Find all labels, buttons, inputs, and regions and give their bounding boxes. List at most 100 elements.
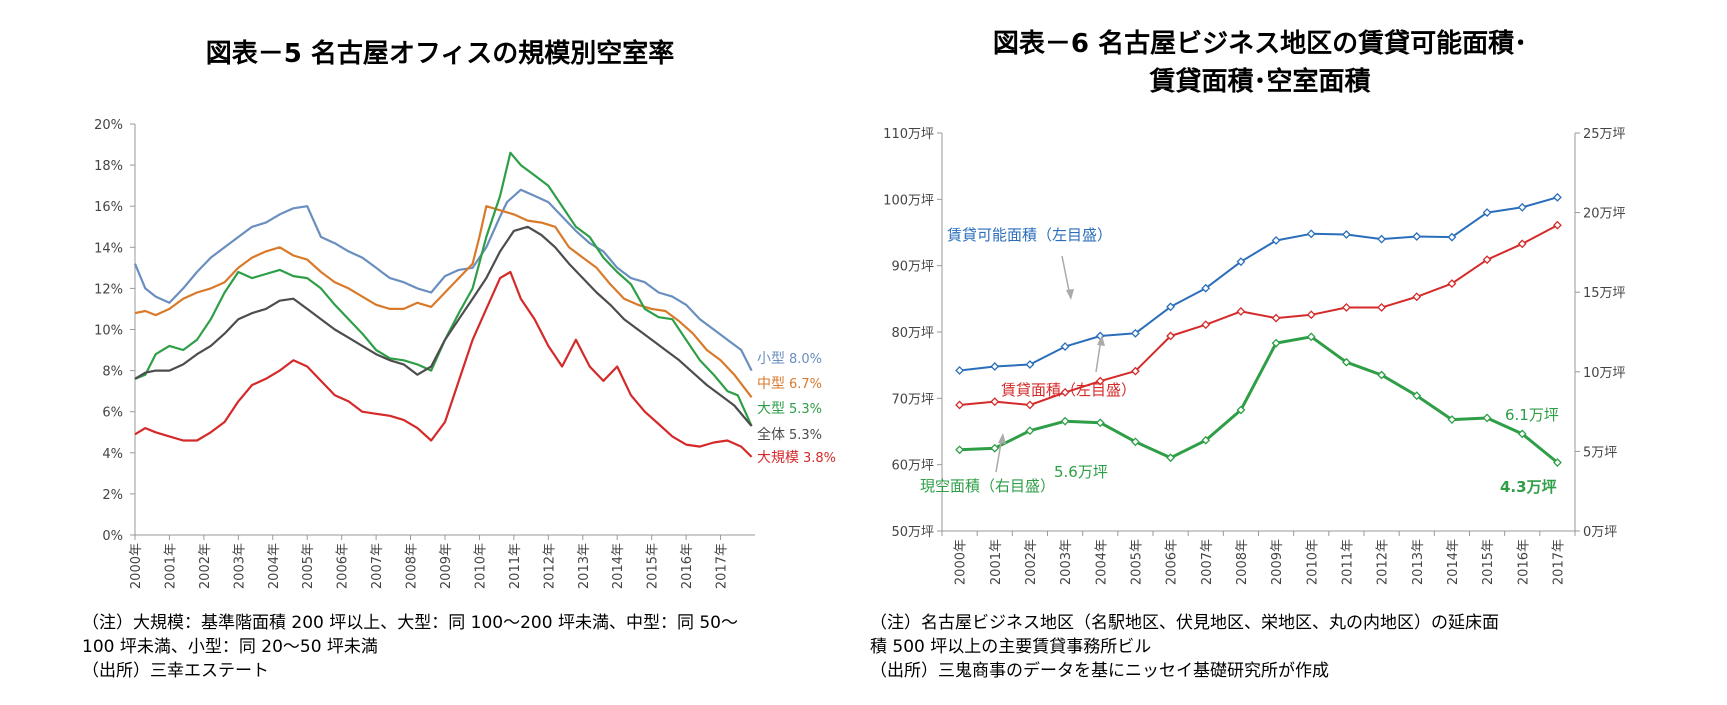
chart6-right-tick-label: 0万坪 bbox=[1583, 525, 1617, 540]
chart6-value-2006: 5.6万坪 bbox=[1054, 463, 1108, 481]
chart6-left-tick-label: 70万坪 bbox=[891, 392, 934, 407]
chart5-title: 図表－5 名古屋オフィスの規模別空室率 bbox=[205, 39, 675, 69]
chart5-series-label: 大型 bbox=[757, 401, 785, 417]
floor-area-chart: 50万坪 60万坪 70万坪 80万坪 90万坪 100万坪 110万坪 0万坪 5万坪 10万坪… bbox=[883, 127, 1626, 585]
chart6-labels: 賃貸可能面積（左目盛） 賃貸面積（左目盛） 現空面積（右目盛）5.6万坪 6.1万坪 4… bbox=[920, 226, 1559, 496]
chart6-data-point bbox=[1377, 370, 1387, 380]
chart6-data-point bbox=[1517, 202, 1527, 212]
chart6-right-tick-label: 15万坪 bbox=[1583, 286, 1626, 301]
chart6-x-tick-label: 2017年 bbox=[1551, 539, 1566, 585]
chart6-series bbox=[955, 192, 1562, 467]
chart6-x-tick-label: 2015年 bbox=[1481, 539, 1496, 585]
chart6-data-point bbox=[1412, 292, 1422, 302]
chart5-series-value: 6.7% bbox=[789, 377, 822, 392]
chart6-left-tick-label: 50万坪 bbox=[891, 525, 934, 540]
chart6-data-point bbox=[1201, 320, 1211, 330]
chart5-x-tick-label: 2003年 bbox=[232, 543, 247, 589]
chart6-data-point bbox=[1341, 230, 1351, 239]
chart5-x-tick-label: 2001年 bbox=[163, 543, 178, 589]
chart6-series-line bbox=[959, 224, 1558, 406]
chart5-series-line bbox=[134, 225, 753, 427]
chart6-data-point bbox=[1482, 413, 1492, 423]
chart5-y-tick-label: 20% bbox=[94, 118, 123, 133]
chart6-data-point bbox=[1060, 342, 1070, 352]
chart5-x-tick-label: 2017年 bbox=[715, 543, 730, 589]
chart6-available-label: 賃貸可能面積（左目盛） bbox=[947, 226, 1112, 244]
chart5-series-line bbox=[134, 151, 753, 427]
chart6-x-tick-label: 2010年 bbox=[1305, 539, 1320, 585]
chart6-data-point bbox=[1447, 415, 1457, 424]
chart5-x-tick-label: 2002年 bbox=[198, 543, 213, 589]
chart6-data-point bbox=[1095, 376, 1105, 386]
chart6-x-tick-label: 2008年 bbox=[1235, 539, 1250, 585]
chart5-y-tick-label: 2% bbox=[102, 488, 123, 503]
chart6-data-point bbox=[1025, 426, 1035, 436]
chart6-data-point bbox=[1552, 458, 1562, 467]
chart6-x-tick-label: 2016年 bbox=[1516, 539, 1531, 585]
chart6-data-point bbox=[1552, 192, 1562, 202]
chart6-data-point bbox=[1095, 418, 1105, 428]
chart6-data-point bbox=[955, 445, 965, 455]
chart6-x-tick-label: 2007年 bbox=[1200, 539, 1215, 585]
chart6-title-line1: 図表－6 名古屋ビジネス地区の賃貸可能面積･ bbox=[992, 29, 1528, 59]
chart5-series-value: 5.3% bbox=[789, 428, 822, 443]
chart5-x-tick-label: 2013年 bbox=[577, 543, 592, 589]
chart5-x-tick-label: 2007年 bbox=[370, 543, 385, 589]
chart6-series-line bbox=[959, 335, 1559, 464]
chart6-note-1: （注）名古屋ビジネス地区（名駅地区、伏見地区、栄地区、丸の内地区）の延床面 bbox=[870, 613, 1499, 633]
chart6-value-2017: 4.3万坪 bbox=[1500, 478, 1557, 496]
chart6-vacant-arrowhead bbox=[998, 433, 1006, 444]
chart6-data-point bbox=[1025, 360, 1035, 369]
chart5-series-label: 大規模 bbox=[757, 450, 799, 466]
chart6-data-point bbox=[1447, 279, 1457, 288]
chart6-available-pointer bbox=[1061, 255, 1071, 297]
chart6-right-tick-label: 20万坪 bbox=[1583, 207, 1626, 222]
chart5-x-tick-label: 2016年 bbox=[680, 543, 695, 589]
chart6-data-point bbox=[1236, 405, 1246, 415]
chart6-data-point bbox=[1341, 357, 1351, 367]
chart6-data-point bbox=[1060, 387, 1070, 397]
chart6-x-tick-label: 2004年 bbox=[1094, 539, 1109, 585]
chart6-left-tick-label: 110万坪 bbox=[883, 127, 934, 142]
chart6-data-point bbox=[1025, 400, 1035, 410]
chart6-data-point bbox=[990, 362, 1000, 371]
chart6-data-point bbox=[1201, 283, 1211, 293]
chart6-data-point bbox=[1377, 234, 1387, 244]
chart6-data-point bbox=[1306, 332, 1316, 342]
chart5-series-line bbox=[134, 205, 753, 398]
chart6-vacant-label: 現空面積（右目盛） bbox=[920, 477, 1055, 495]
chart6-data-point bbox=[1166, 453, 1176, 463]
chart5-y-tick-label: 8% bbox=[102, 365, 123, 380]
chart6-left-tick-label: 100万坪 bbox=[883, 193, 934, 208]
chart5-series-line bbox=[133, 188, 753, 372]
chart6-leased-arrowhead bbox=[1097, 335, 1105, 346]
chart6-data-point bbox=[1060, 416, 1070, 426]
chart6-x-tick-label: 2003年 bbox=[1059, 539, 1074, 585]
chart5-y-tick-label: 10% bbox=[94, 324, 123, 339]
chart5-x-tick-label: 2010年 bbox=[473, 543, 488, 589]
chart5-x-tick-label: 2008年 bbox=[405, 543, 420, 589]
chart5-x-tick-label: 2015年 bbox=[646, 543, 661, 589]
chart6-data-point bbox=[1166, 302, 1176, 312]
chart6-data-point bbox=[1517, 239, 1527, 249]
chart6-x-tick-label: 2005年 bbox=[1129, 539, 1144, 585]
chart5-x-tick-label: 2006年 bbox=[336, 543, 351, 589]
chart6-left-tick-label: 60万坪 bbox=[891, 459, 934, 474]
chart6-data-point bbox=[1236, 307, 1246, 316]
chart6-value-2016: 6.1万坪 bbox=[1505, 406, 1559, 424]
chart6-x-tick-label: 2001年 bbox=[989, 539, 1004, 585]
chart5-axes: 0% 2% 4% 6% 8% 10% 12% 14% 16% 18% 20% 2000年 2001年 20… bbox=[94, 118, 755, 589]
chart6-data-point bbox=[1130, 328, 1140, 338]
chart6-right-tick-label: 25万坪 bbox=[1583, 127, 1626, 142]
chart6-right-tick-label: 10万坪 bbox=[1583, 366, 1626, 381]
chart6-data-point bbox=[1552, 220, 1562, 230]
chart6-left-tick-label: 80万坪 bbox=[891, 326, 934, 341]
chart5-y-tick-label: 0% bbox=[102, 529, 123, 544]
chart6-data-point bbox=[955, 400, 965, 410]
chart5-series-label: 全体 bbox=[757, 426, 785, 443]
chart6-data-point bbox=[1236, 257, 1246, 267]
chart6-note-2: 積 500 坪以上の主要賃貸事務所ビル bbox=[870, 637, 1152, 657]
chart6-right-tick-label: 5万坪 bbox=[1583, 445, 1617, 460]
chart5-y-tick-label: 12% bbox=[94, 282, 123, 297]
chart6-data-point bbox=[1166, 331, 1176, 341]
